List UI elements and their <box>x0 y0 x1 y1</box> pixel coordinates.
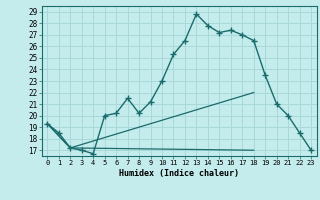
X-axis label: Humidex (Indice chaleur): Humidex (Indice chaleur) <box>119 169 239 178</box>
